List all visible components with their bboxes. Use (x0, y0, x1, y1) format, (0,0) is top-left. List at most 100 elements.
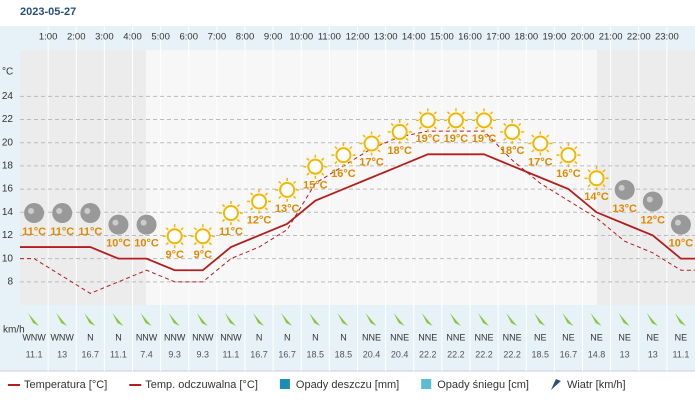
y-tick-label: 14 (2, 207, 14, 218)
sun-ray (405, 122, 409, 127)
sun-icon (588, 170, 605, 187)
sun-ray (559, 160, 563, 165)
y-tick-label: 20 (2, 137, 14, 148)
temp-label: 19°C (416, 133, 441, 145)
sun-ray (377, 149, 381, 153)
hour-label: 8:00 (236, 32, 255, 43)
hour-label: 22:00 (627, 32, 651, 43)
wind-speed: 11.1 (223, 349, 240, 359)
hour-label: 9:00 (264, 32, 283, 43)
sun-ray (349, 146, 353, 150)
wind-speed: 7.4 (140, 349, 153, 359)
legend-label: Wiatr [km/h] (567, 379, 626, 391)
series-line (20, 153, 695, 272)
y-tick-label: 12 (2, 230, 14, 241)
hour-label: 21:00 (599, 32, 623, 43)
sun-ray (264, 192, 269, 196)
wind-direction: NNE (503, 332, 522, 342)
temp-label: 9°C (165, 249, 184, 261)
sun-ray (475, 126, 479, 130)
wind-direction: NE (590, 332, 603, 342)
hour-label: 4:00 (123, 32, 142, 43)
wind-arrow (28, 313, 40, 326)
sun-icon (166, 228, 183, 245)
wind-speed: 22.2 (475, 349, 493, 359)
temp-label: 14°C (584, 191, 609, 203)
sun-ray (221, 218, 226, 223)
sun-ray (489, 111, 494, 115)
sun-ray (559, 146, 563, 150)
legend-swatch (279, 379, 290, 389)
wind-direction: NNE (362, 332, 381, 342)
wind-speed: 22.2 (419, 349, 437, 359)
legend-swatch (421, 379, 432, 389)
wind-speed: 11.1 (110, 349, 127, 359)
wind-direction: N (312, 332, 319, 342)
sun-ray (165, 242, 169, 246)
temp-label: 11°C (78, 226, 102, 238)
sun-ray (221, 204, 226, 208)
sun-ray (418, 111, 422, 115)
wind-speed: 22.2 (447, 349, 465, 359)
hour-label: 3:00 (95, 32, 114, 43)
sun-ray (236, 218, 240, 223)
hour-label: 14:00 (402, 32, 426, 43)
sun-ray (264, 207, 269, 211)
sun-ray (193, 242, 197, 246)
sun-icon (391, 123, 408, 140)
hour-label: 12:00 (346, 32, 370, 43)
temp-label: 19°C (444, 133, 469, 145)
wind-direction: NNE (446, 332, 465, 342)
sun-icon (251, 193, 268, 210)
hour-label: 18:00 (514, 32, 538, 43)
wind-arrow (478, 313, 490, 326)
hour-label: 11:00 (318, 32, 341, 43)
temp-label: 16°C (556, 168, 581, 180)
temp-label: 10°C (669, 238, 694, 250)
wind-arrow (449, 313, 461, 326)
temp-label: 12°C (641, 214, 666, 226)
wind-direction: WNW (22, 332, 46, 342)
wind-speed: 9.3 (197, 349, 210, 359)
sun-icon (335, 147, 352, 164)
wind-direction: WNW (50, 332, 74, 342)
sun-ray (208, 227, 212, 231)
sun-ray (433, 126, 437, 130)
y-tick-label: 18 (2, 161, 14, 172)
wind-direction: NE (618, 332, 631, 342)
moon-icon (52, 203, 73, 224)
sun-ray (334, 160, 338, 165)
wind-speed: 16.7 (560, 349, 578, 359)
sun-ray (518, 137, 522, 141)
moon-crater (674, 219, 681, 226)
temp-label: 11°C (22, 226, 46, 238)
moon-crater (140, 219, 147, 226)
sun-ray (574, 146, 578, 150)
wind-speed: 18.5 (307, 349, 325, 359)
wind-direction: NE (562, 332, 575, 342)
sun-ray (531, 134, 535, 138)
sun-icon (363, 135, 380, 152)
sun-ray (489, 126, 494, 130)
wind-direction: NE (675, 332, 688, 342)
legend-label: Temperatura [°C] (24, 379, 107, 391)
hour-label: 2:00 (67, 32, 86, 43)
sun-ray (461, 126, 465, 130)
legend-swatch (550, 379, 561, 390)
temp-label: 18°C (387, 145, 412, 157)
sun-ray (518, 122, 522, 127)
temp-label: 16°C (331, 168, 356, 180)
wind-speed: 18.5 (335, 349, 353, 359)
moon-crater (56, 208, 63, 215)
sun-ray (390, 137, 394, 141)
sun-ray (446, 126, 451, 130)
moon-icon (80, 203, 101, 224)
sun-ray (278, 195, 282, 199)
sun-ray (574, 160, 578, 165)
wind-speed: 13 (648, 349, 658, 359)
wind-direction: NNE (418, 332, 437, 342)
hour-label: 19:00 (542, 32, 566, 43)
chart-title: 2023-05-27 (20, 6, 76, 18)
sun-ray (349, 160, 353, 165)
wind-arrow (506, 313, 518, 326)
